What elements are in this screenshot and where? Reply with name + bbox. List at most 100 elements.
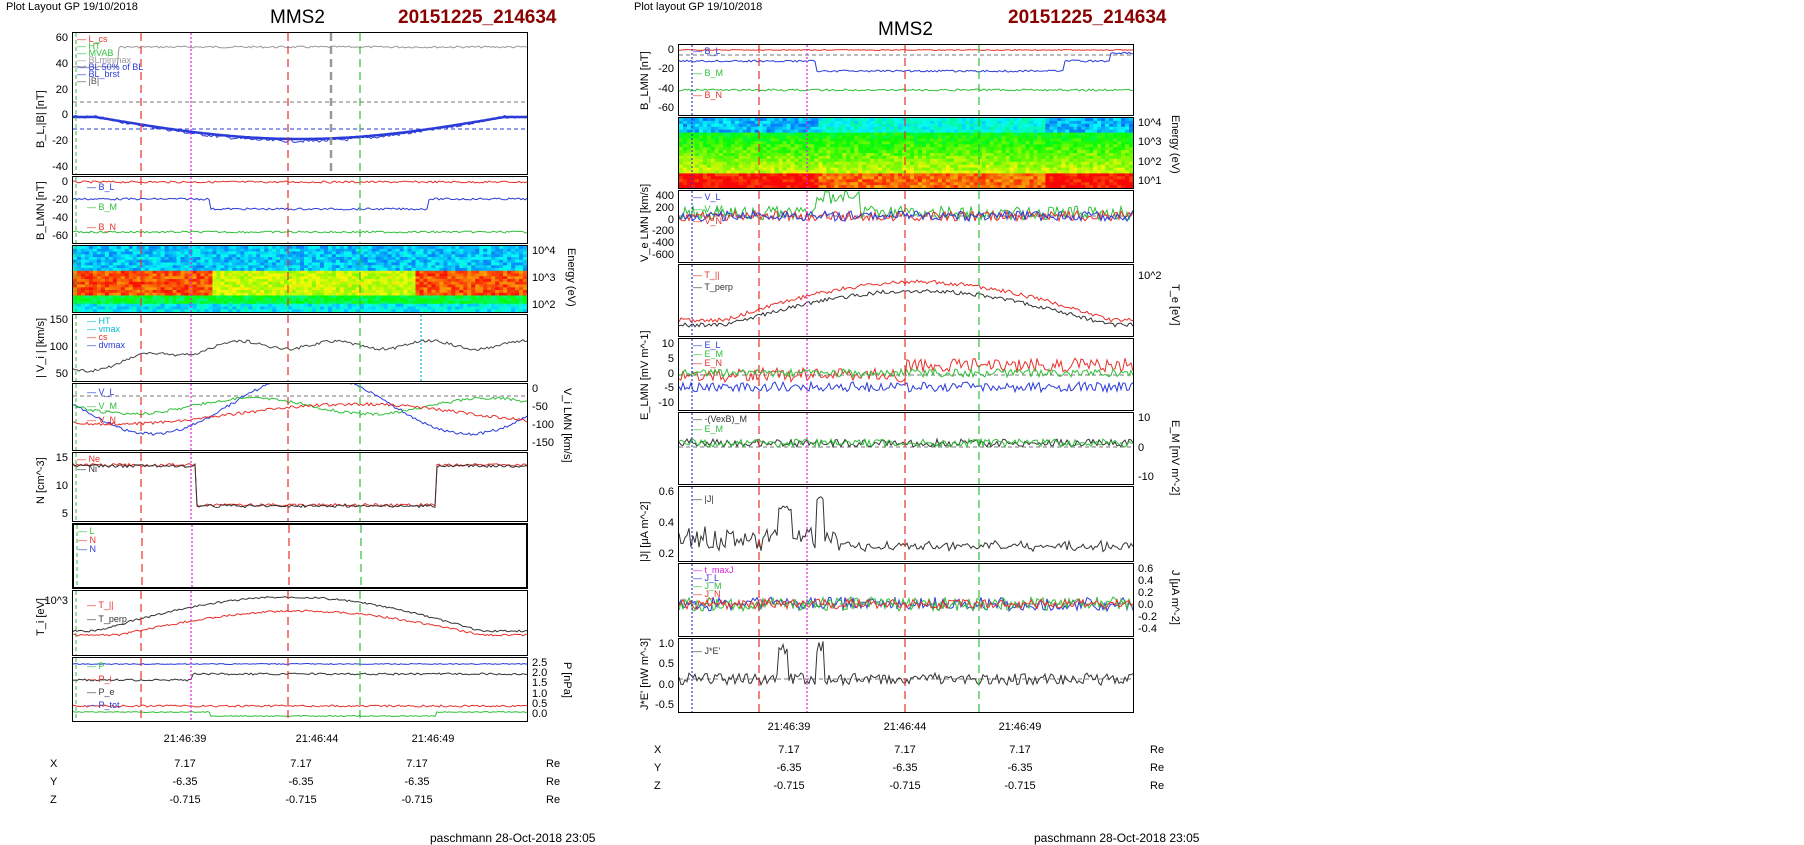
spectrogram-cell bbox=[260, 309, 265, 312]
spectrogram-cell bbox=[1061, 159, 1066, 163]
spectrogram-cell bbox=[830, 159, 835, 163]
spectrogram-cell bbox=[703, 124, 708, 128]
spectrogram-cell bbox=[157, 309, 162, 312]
spectrogram-cell bbox=[1026, 141, 1031, 145]
spectrogram-cell bbox=[1065, 141, 1070, 145]
spectrogram-cell bbox=[783, 124, 788, 128]
spectrogram-cell bbox=[85, 309, 90, 312]
spectrogram-cell bbox=[511, 309, 516, 312]
spectrogram-cell bbox=[1002, 141, 1007, 145]
spectrogram-cell bbox=[1037, 124, 1042, 128]
spectrogram-cell bbox=[703, 141, 708, 145]
spectrogram-cell bbox=[898, 124, 903, 128]
spectrogram-cell bbox=[890, 141, 895, 145]
spectrogram-cell bbox=[946, 159, 951, 163]
spectrogram-cell bbox=[950, 124, 955, 128]
y-tick-label: 0 bbox=[42, 177, 68, 188]
spectrogram-cell bbox=[208, 309, 213, 312]
spectrogram-cell bbox=[747, 124, 752, 128]
spectrogram-cell bbox=[507, 309, 512, 312]
spectrogram-cell bbox=[224, 309, 229, 312]
left-coord-z-label: Z bbox=[50, 795, 57, 806]
y-tick-label: 150 bbox=[42, 315, 68, 326]
spectrogram-cell bbox=[958, 159, 963, 163]
spectrogram-cell bbox=[930, 159, 935, 163]
spectrogram-cell bbox=[763, 141, 768, 145]
left-panel-ion-spectrogram bbox=[72, 245, 528, 313]
spectrogram-cell bbox=[177, 309, 182, 312]
spectrogram-cell bbox=[435, 309, 440, 312]
spectrogram-cell bbox=[906, 141, 911, 145]
spectrogram-cell bbox=[930, 124, 935, 128]
spectrogram-cell bbox=[898, 141, 903, 145]
spectrogram-cell bbox=[679, 141, 684, 145]
left-coord-z-3: -0.715 bbox=[401, 795, 432, 806]
spectrogram-cell bbox=[695, 124, 700, 128]
spectrogram-cell bbox=[248, 309, 253, 312]
spectrogram-cell bbox=[1022, 159, 1027, 163]
spectrogram-cell bbox=[328, 309, 333, 312]
spectrogram-cell bbox=[89, 309, 94, 312]
spectrogram-cell bbox=[942, 141, 947, 145]
spectrogram-cell bbox=[1061, 124, 1066, 128]
spectrogram-cell bbox=[926, 159, 931, 163]
spectrogram-cell bbox=[1057, 141, 1062, 145]
spectrogram-cell bbox=[723, 159, 728, 163]
spectrogram-cell bbox=[838, 159, 843, 163]
spectrogram-cell bbox=[715, 124, 720, 128]
spectrogram-cell bbox=[954, 141, 959, 145]
spectrogram-cell bbox=[236, 309, 241, 312]
spectrogram-cell bbox=[499, 309, 504, 312]
spectrogram-cell bbox=[1069, 124, 1074, 128]
spectrogram-cell bbox=[715, 159, 720, 163]
spectrogram-cell bbox=[862, 159, 867, 163]
spectrogram-cell bbox=[695, 159, 700, 163]
spectrogram-cell bbox=[763, 124, 768, 128]
spectrogram-cell bbox=[1049, 159, 1054, 163]
spectrogram-cell bbox=[739, 159, 744, 163]
spectrogram-cell bbox=[946, 141, 951, 145]
spectrogram-cell bbox=[1101, 124, 1106, 128]
y-tick-label: -60 bbox=[42, 231, 68, 242]
left-ylabel-vilmn: V_i LMN [km/s] bbox=[561, 388, 572, 463]
spectrogram-cell bbox=[727, 159, 732, 163]
spectrogram-cell bbox=[703, 159, 708, 163]
spectrogram-cell bbox=[998, 124, 1003, 128]
spectrogram-cell bbox=[1077, 159, 1082, 163]
spectrogram-cell bbox=[838, 124, 843, 128]
left-panel-vi-svg bbox=[73, 315, 527, 381]
left-coord-x-unit: Re bbox=[546, 759, 560, 770]
spectrogram-cell bbox=[1113, 124, 1118, 128]
spectrogram-cell bbox=[906, 124, 911, 128]
spectrogram-cell bbox=[1049, 141, 1054, 145]
spectrogram-cell bbox=[906, 159, 911, 163]
spectrogram-cell bbox=[487, 309, 492, 312]
spectrogram-cell bbox=[117, 309, 122, 312]
left-title: MMS2 bbox=[270, 8, 325, 27]
spectrogram-cell bbox=[934, 141, 939, 145]
spectrogram-cell bbox=[109, 309, 114, 312]
spectrogram-cell bbox=[922, 159, 927, 163]
spectrogram-cell bbox=[707, 159, 712, 163]
spectrogram-cell bbox=[858, 124, 863, 128]
spectrogram-cell bbox=[719, 124, 724, 128]
spectrogram-cell bbox=[392, 309, 397, 312]
spectrogram-cell bbox=[348, 309, 353, 312]
y-tick-label: -20 bbox=[42, 195, 68, 206]
spectrogram-cell bbox=[978, 141, 983, 145]
spectrogram-cell bbox=[854, 141, 859, 145]
spectrogram-cell bbox=[1085, 141, 1090, 145]
y-tick-label: 50 bbox=[42, 369, 68, 380]
y-tick-label: 10^3 bbox=[42, 596, 68, 607]
spectrogram-cell bbox=[918, 141, 923, 145]
spectrogram-cell bbox=[523, 309, 527, 312]
legend-entry: — B_L bbox=[693, 47, 721, 56]
y-tick-label: 60 bbox=[42, 33, 68, 44]
spectrogram-cell bbox=[727, 141, 732, 145]
spectrogram-cell bbox=[874, 159, 879, 163]
left-panel-blmn: — B_L— B_M— B_N bbox=[72, 176, 528, 244]
right-title: MMS2 bbox=[878, 20, 933, 39]
spectrogram-cell bbox=[1022, 124, 1027, 128]
spectrogram-cell bbox=[783, 159, 788, 163]
spectrogram-cell bbox=[910, 124, 915, 128]
